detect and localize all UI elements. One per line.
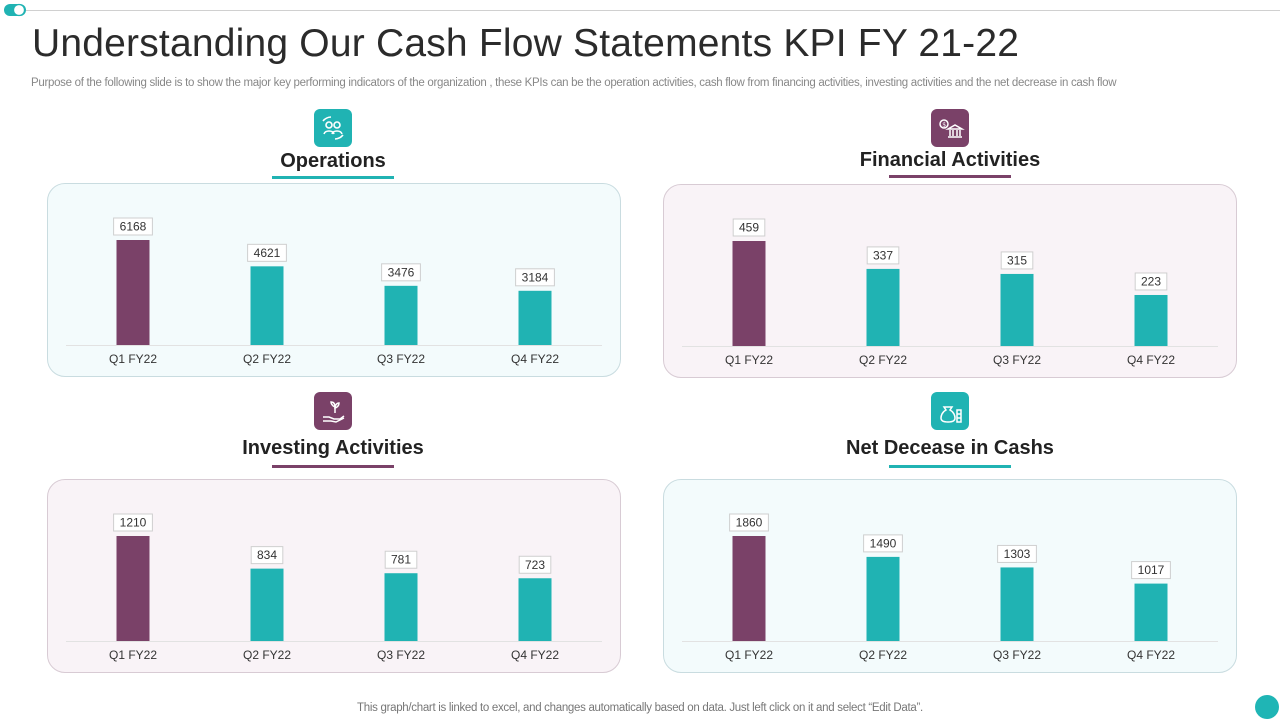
x-tick-label: Q2 FY22 — [243, 352, 291, 366]
data-label-box — [384, 550, 418, 569]
x-tick-label: Q4 FY22 — [1127, 353, 1175, 367]
bar[interactable] — [1134, 583, 1168, 641]
bar[interactable] — [866, 268, 900, 346]
bar[interactable] — [518, 290, 552, 345]
x-tick-label: Q4 FY22 — [511, 648, 559, 662]
bar[interactable] — [518, 578, 552, 641]
x-tick-label: Q3 FY22 — [377, 648, 425, 662]
toggle-icon — [4, 3, 26, 17]
footer-note: This graph/chart is linked to excel, and… — [357, 702, 923, 714]
data-label-box — [866, 246, 900, 265]
bar[interactable] — [384, 285, 418, 345]
data-label: 1490 — [870, 536, 897, 550]
data-label-box — [113, 513, 153, 532]
net-decrease-title: Net Decease in Cashs — [846, 437, 1054, 459]
data-label: 1303 — [1004, 547, 1031, 561]
data-label: 459 — [739, 221, 759, 235]
financial-underline — [889, 175, 1011, 178]
bar[interactable] — [866, 556, 900, 641]
financial-chart[interactable]: 459 Q1 FY22 337 Q2 FY22 315 Q3 FY22 223 Q4 FY22 — [664, 185, 1236, 377]
hand-plant-icon — [314, 392, 352, 430]
investing-title: Investing Activities — [242, 437, 424, 459]
investing-panel[interactable]: 1210 Q1 FY22 834 Q2 FY22 781 Q3 FY22 723 Q4 FY2… — [47, 479, 621, 673]
corner-dot — [1255, 695, 1279, 719]
net-decrease-chart[interactable]: 1860 Q1 FY22 1490 Q2 FY22 1303 Q3 FY22 1017 Q4 … — [664, 480, 1236, 672]
svg-text:$: $ — [942, 122, 946, 129]
bar[interactable] — [116, 536, 150, 641]
x-tick-label: Q1 FY22 — [725, 353, 773, 367]
net-decrease-panel[interactable]: 1860 Q1 FY22 1490 Q2 FY22 1303 Q3 FY22 1017 Q4 … — [663, 479, 1237, 673]
data-label: 315 — [1007, 253, 1027, 267]
data-label-box — [732, 218, 766, 237]
bar[interactable] — [116, 240, 150, 345]
x-tick-label: Q1 FY22 — [109, 352, 157, 366]
data-label-box — [1131, 561, 1171, 580]
x-tick-label: Q4 FY22 — [1127, 648, 1175, 662]
data-label: 223 — [1141, 274, 1161, 288]
operations-chart[interactable]: 6168 Q1 FY22 4621 Q2 FY22 3476 Q3 FY22 3184 Q4 … — [48, 184, 620, 376]
financial-title: Financial Activities — [859, 149, 1041, 171]
data-label-box — [1134, 272, 1168, 291]
x-tick-label: Q1 FY22 — [725, 648, 773, 662]
x-tick-label: Q2 FY22 — [859, 648, 907, 662]
data-label-box — [997, 544, 1037, 563]
bar[interactable] — [732, 536, 766, 641]
data-label: 6168 — [120, 220, 147, 234]
x-tick-label: Q3 FY22 — [993, 648, 1041, 662]
data-label-box — [250, 546, 284, 565]
data-label: 834 — [257, 548, 277, 562]
data-label-box — [518, 555, 552, 574]
bar[interactable] — [732, 241, 766, 346]
data-label: 3476 — [388, 265, 415, 279]
financial-panel[interactable]: 459 Q1 FY22 337 Q2 FY22 315 Q3 FY22 223 Q4 FY22 — [663, 184, 1237, 378]
bar[interactable] — [250, 266, 284, 345]
bar[interactable] — [1000, 567, 1034, 641]
data-label: 1860 — [736, 516, 763, 530]
x-tick-label: Q2 FY22 — [243, 648, 291, 662]
x-tick-label: Q3 FY22 — [993, 353, 1041, 367]
data-label: 337 — [873, 248, 893, 262]
top-rule — [26, 10, 1280, 11]
x-tick-label: Q1 FY22 — [109, 648, 157, 662]
data-label-box — [515, 268, 555, 287]
investing-chart[interactable]: 1210 Q1 FY22 834 Q2 FY22 781 Q3 FY22 723 Q4 FY2… — [48, 480, 620, 672]
money-bag-coins-icon — [931, 392, 969, 430]
x-tick-label: Q3 FY22 — [377, 352, 425, 366]
bar[interactable] — [384, 573, 418, 641]
page-subtitle: Purpose of the following slide is to sho… — [31, 77, 1117, 89]
investing-underline — [272, 465, 394, 468]
data-label: 3184 — [522, 270, 549, 284]
data-label-box — [381, 263, 421, 282]
x-tick-label: Q2 FY22 — [859, 353, 907, 367]
bar[interactable] — [1134, 294, 1168, 346]
data-label: 1210 — [120, 516, 147, 530]
data-label-box — [1000, 251, 1034, 270]
data-label-box — [247, 243, 287, 262]
people-cycle-icon — [314, 109, 352, 147]
data-label: 781 — [391, 553, 411, 567]
operations-underline — [272, 176, 394, 179]
page-title: Understanding Our Cash Flow Statements K… — [32, 22, 1020, 65]
operations-title: Operations — [280, 150, 386, 172]
data-label-box — [863, 534, 903, 553]
data-label: 1017 — [1138, 563, 1165, 577]
money-bank-icon: $ — [931, 109, 969, 147]
x-tick-label: Q4 FY22 — [511, 352, 559, 366]
data-label: 4621 — [254, 246, 281, 260]
bar[interactable] — [250, 568, 284, 641]
data-label: 723 — [525, 558, 545, 572]
bar[interactable] — [1000, 273, 1034, 346]
data-label-box — [729, 513, 769, 532]
data-label-box — [113, 217, 153, 236]
net-decrease-underline — [889, 465, 1011, 468]
operations-panel[interactable]: 6168 Q1 FY22 4621 Q2 FY22 3476 Q3 FY22 3184 Q4 … — [47, 183, 621, 377]
